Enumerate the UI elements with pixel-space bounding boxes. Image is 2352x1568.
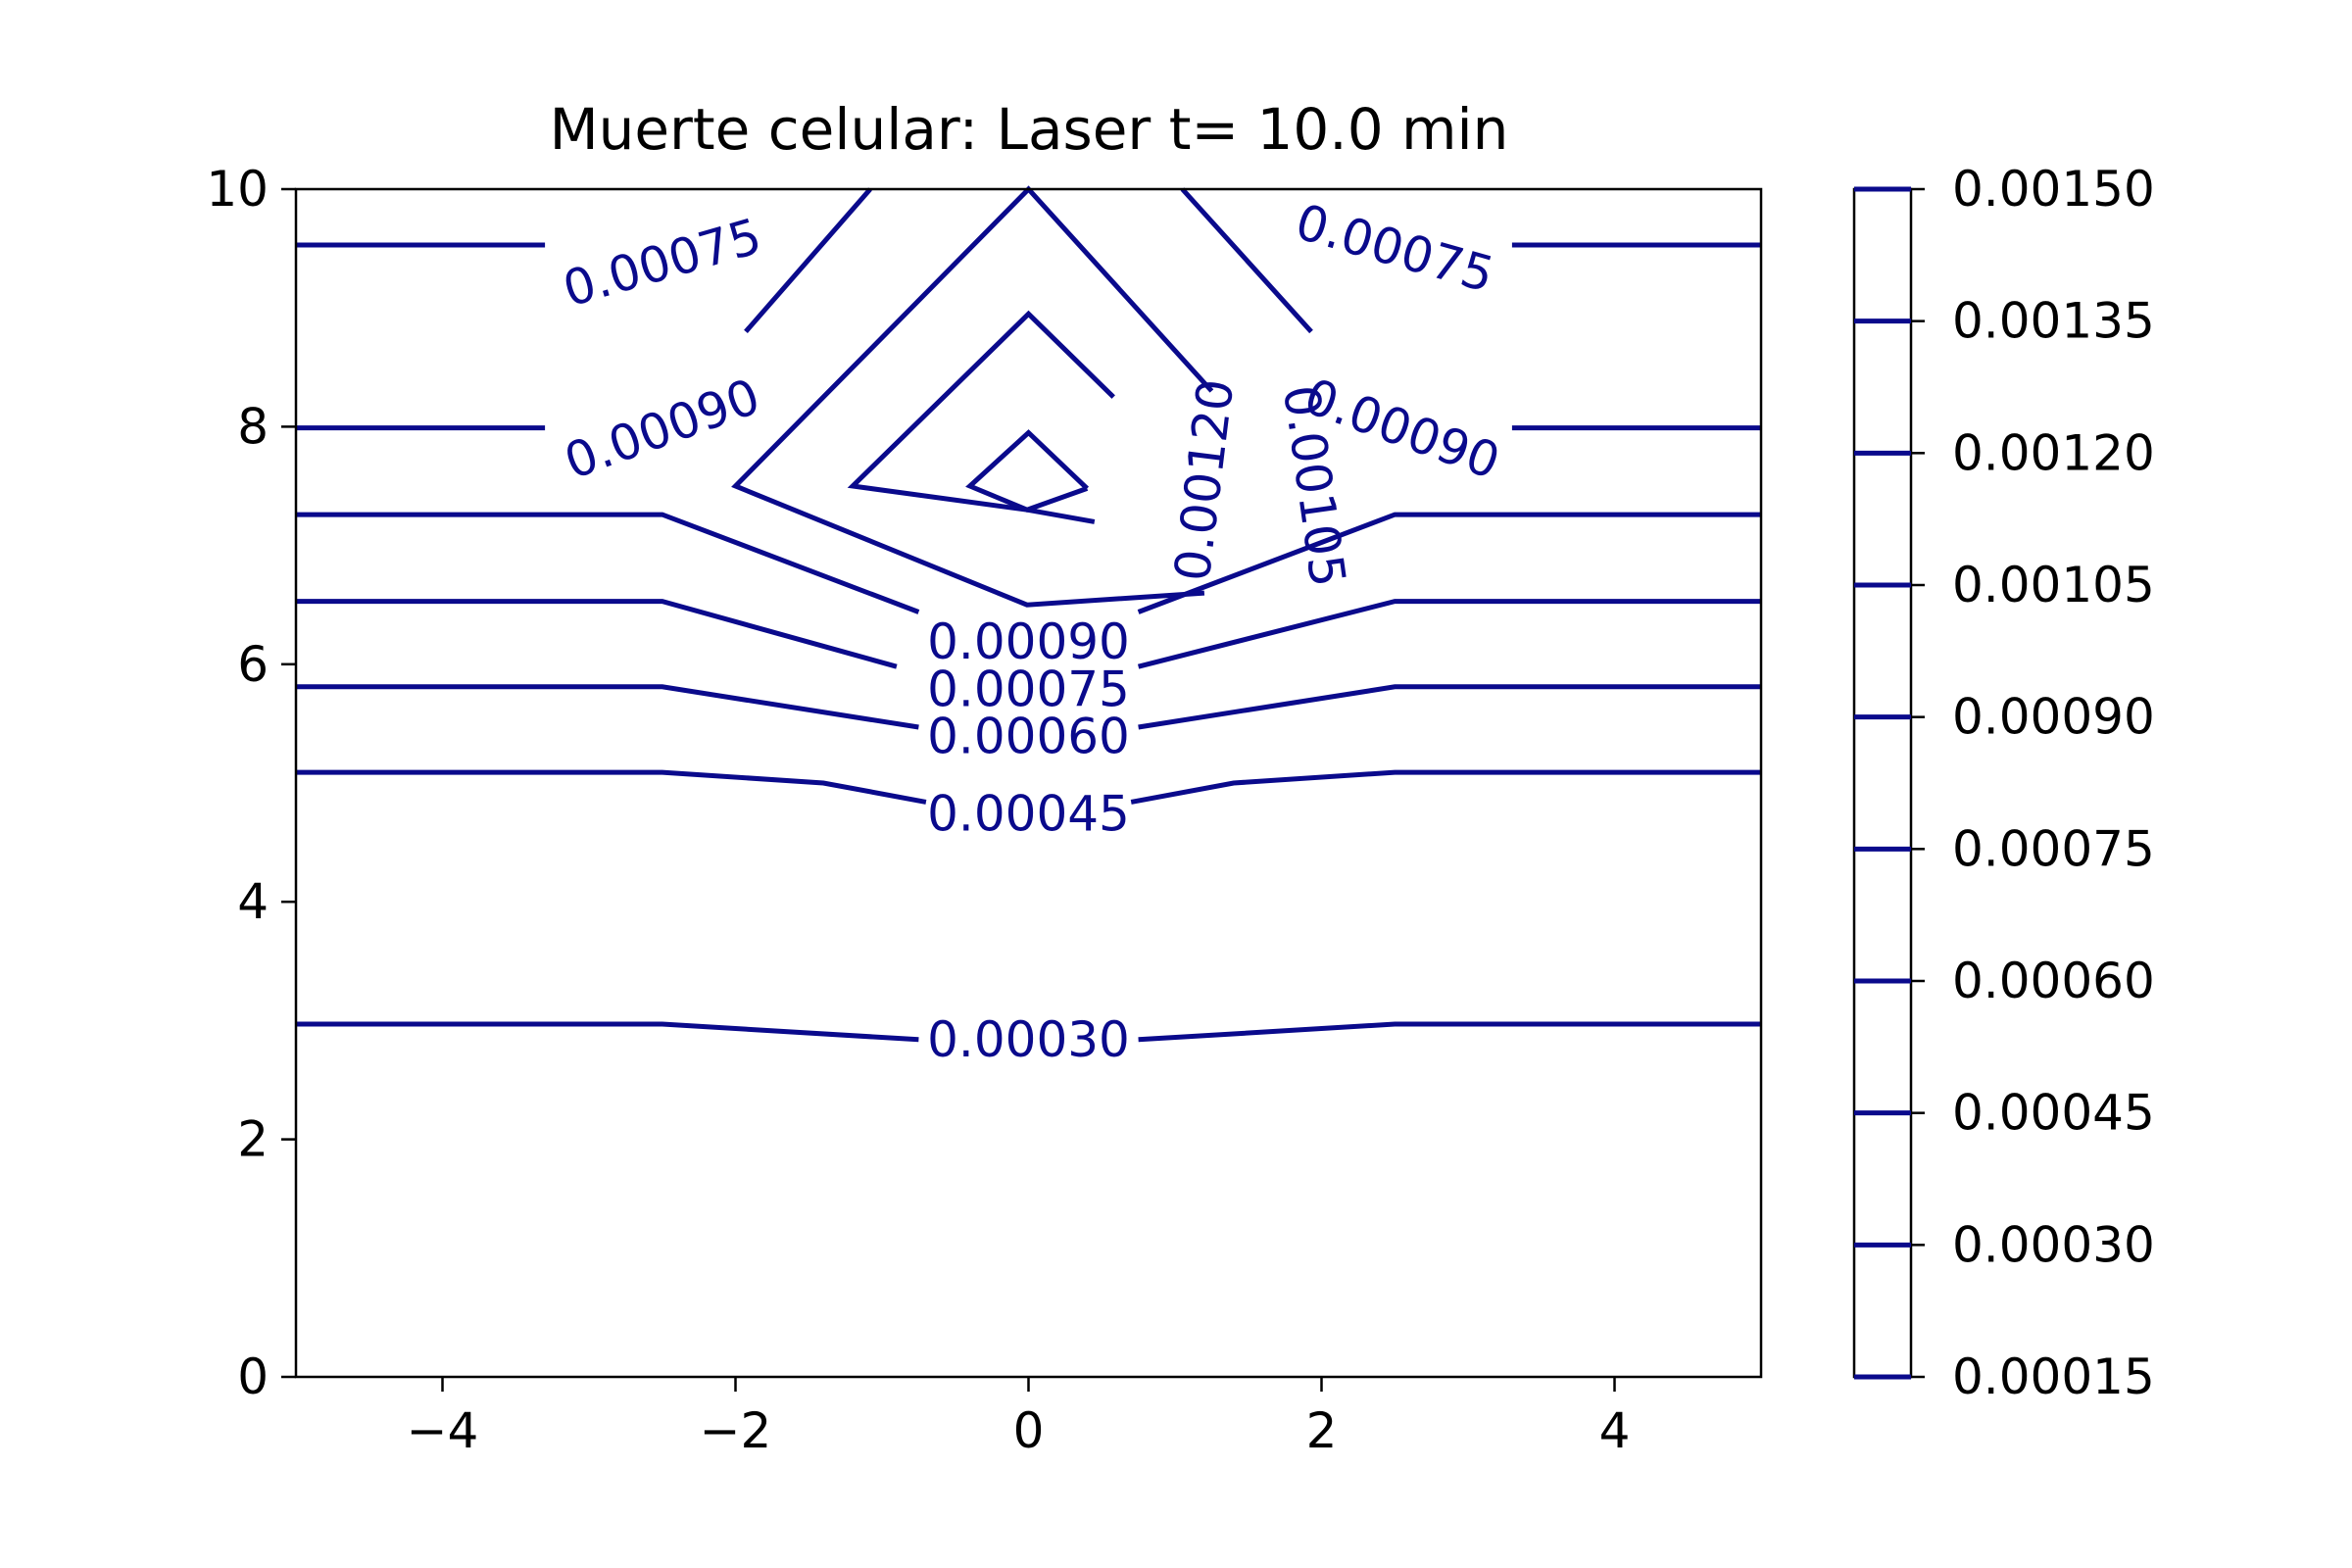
contour-line-0.00135-seg-0 [965,429,1090,513]
x-tick-label: 0 [1013,1402,1045,1459]
colorbar-tick-label: 0.00045 [1952,1085,2155,1142]
contour-line-0.00060-seg-1 [1138,684,1761,730]
contour-label: 0.00030 [927,1011,1130,1068]
y-tick-label: 8 [237,398,269,455]
contour-line-0.00075-seg-5 [1180,187,1313,334]
x-tick-label: 2 [1306,1402,1338,1459]
colorbar-tick-label: 0.00105 [1952,557,2155,613]
contour-line-0.00030-seg-0 [296,1021,919,1043]
colorbar-tick-label: 0.00120 [1952,424,2155,481]
contour-line-0.00045-seg-1 [1130,769,1761,805]
y-tick-label: 2 [237,1111,269,1168]
contour-line-0.00045-seg-0 [296,769,927,805]
contour-label: 0.00075 [927,661,1130,717]
x-tick-label: 4 [1599,1402,1631,1459]
y-tick-label: 10 [206,161,269,218]
chart-title: Muerte celular: Laser t= 10.0 min [550,96,1509,163]
contour-line-0.00105-seg-0 [731,185,1214,608]
y-tick-label: 4 [237,873,269,930]
contour-line-0.00030-seg-1 [1138,1021,1761,1043]
contour-line-0.00120-seg-0 [847,310,1115,524]
x-tick-label: −2 [700,1402,772,1459]
contour-line-0.00075-seg-1 [1137,599,1761,669]
colorbar-tick-label: 0.00060 [1952,953,2155,1009]
colorbar-tick-label: 0.00075 [1952,820,2155,877]
contour-line-0.00060-seg-0 [296,684,919,730]
x-tick-label: −4 [407,1402,479,1459]
contour-label: 0.00045 [927,786,1130,843]
contour-line-0.00090-seg-0 [296,512,920,614]
y-tick-label: 6 [237,636,269,693]
contour-label: 0.00090 [927,613,1130,670]
colorbar-tick-label: 0.00030 [1952,1216,2155,1273]
y-tick-label: 0 [237,1348,269,1405]
colorbar-tick-label: 0.00135 [1952,293,2155,350]
colorbar-frame [1852,187,1913,1379]
colorbar-tick-label: 0.00090 [1952,689,2155,746]
contour-line-0.00075-seg-4 [744,187,872,334]
colorbar: 0.00015 0.00030 0.00045 0.00060 0.00075 0.000… [1852,161,2155,1405]
colorbar-tick-label: 0.00150 [1952,161,2155,218]
colorbar-tick-label: 0.00015 [1952,1348,2155,1405]
contour-line-0.00090-seg-1 [1137,512,1761,614]
contour-label: 0.00060 [927,709,1130,765]
contour-line-0.00075-seg-0 [296,599,898,669]
